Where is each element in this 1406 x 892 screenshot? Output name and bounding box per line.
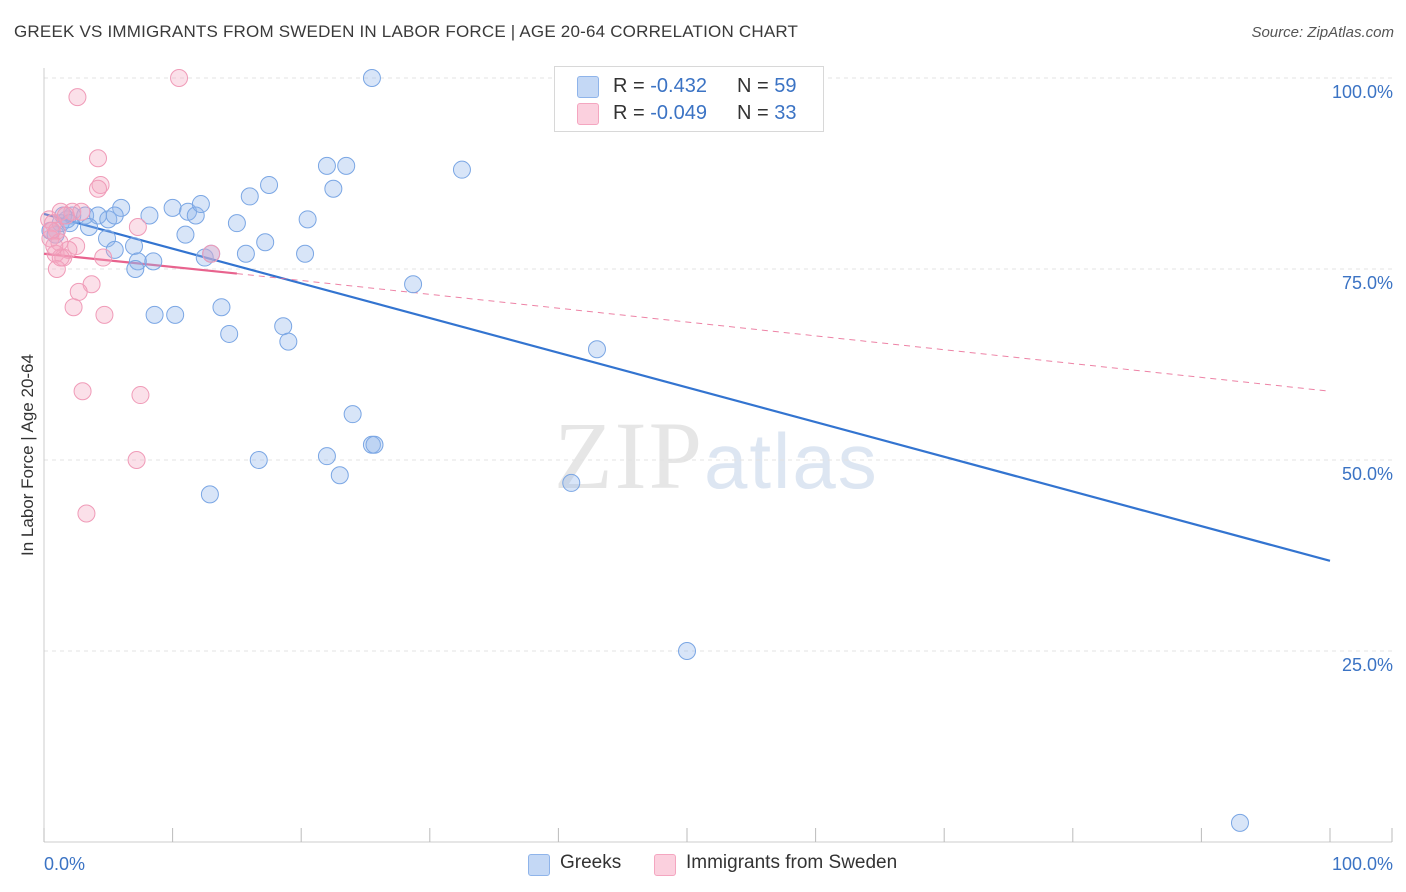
sweden-point — [47, 221, 66, 240]
source-label: Source: ZipAtlas.com — [1251, 24, 1394, 41]
sweden-point — [64, 298, 83, 317]
greeks-r-label: R = — [613, 75, 651, 97]
greeks-n-label: N = — [737, 75, 775, 97]
greeks-point — [260, 175, 279, 194]
y-tick-label: 75.0% — [1342, 273, 1393, 293]
greeks-point — [404, 275, 423, 294]
sweden-point — [170, 69, 189, 87]
greeks-point — [186, 206, 205, 225]
sweden-point — [202, 244, 221, 263]
sweden-point — [56, 206, 75, 225]
sweden-point — [51, 248, 70, 267]
greeks-point — [145, 305, 164, 324]
greeks-point — [256, 233, 275, 252]
bottom-greeks-swatch — [528, 854, 550, 876]
greeks-point — [125, 237, 144, 256]
data-points — [40, 69, 1249, 832]
sweden-point — [69, 282, 88, 301]
greeks-point — [163, 198, 182, 217]
greeks-point — [220, 324, 239, 343]
greeks-point — [678, 642, 696, 660]
greeks-point — [236, 244, 255, 263]
axes — [43, 68, 1393, 843]
y-tick-label: 50.0% — [1342, 464, 1393, 484]
greeks-point — [144, 252, 163, 271]
sweden-point — [128, 217, 147, 236]
x-tick-label: 0.0% — [44, 854, 85, 874]
bottom-sweden-label: Immigrants from Sweden — [686, 852, 898, 873]
sweden-point — [42, 221, 61, 240]
correlation-legend: R = -0.432 N = 59 R = -0.049 N = 33 — [554, 66, 824, 132]
greeks-point — [343, 405, 362, 424]
sweden-swatch — [577, 103, 599, 125]
sweden-point — [45, 237, 64, 256]
greeks-point — [337, 156, 356, 175]
greeks-point — [227, 214, 246, 233]
bottom-greeks-label: Greeks — [560, 852, 622, 873]
sweden-point — [73, 382, 92, 401]
y-tick-label: 100.0% — [1332, 82, 1393, 102]
sweden-trend-line — [236, 273, 1331, 392]
y-tick-label: 25.0% — [1342, 655, 1393, 675]
greeks-r-value: -0.432 — [650, 75, 707, 97]
greeks-point — [80, 217, 99, 236]
greeks-point — [166, 305, 185, 324]
sweden-point — [95, 305, 114, 324]
trend-lines — [43, 212, 1331, 562]
greeks-point — [105, 206, 124, 225]
sweden-r-value: -0.049 — [650, 102, 707, 124]
tick-labels: 100.0% 75.0% 50.0% 25.0% 0.0% 100.0% — [44, 82, 1393, 874]
greeks-point — [324, 179, 343, 198]
sweden-trend-line — [43, 252, 238, 275]
greeks-point — [587, 340, 606, 359]
watermark-zip: ZIP — [554, 402, 704, 509]
greeks-point — [317, 156, 336, 175]
greeks-point — [330, 466, 349, 485]
greeks-point — [452, 160, 471, 179]
greeks-trend-line — [43, 212, 1331, 562]
sweden-point — [131, 386, 150, 405]
grid-lines — [44, 77, 1392, 652]
greeks-point — [365, 435, 384, 454]
sweden-point — [72, 202, 91, 221]
sweden-point — [127, 451, 146, 469]
y-axis-label: In Labor Force | Age 20-64 — [18, 354, 37, 556]
sweden-n-value: 33 — [774, 102, 797, 124]
greeks-point — [296, 244, 315, 263]
sweden-point — [59, 240, 78, 259]
greeks-point — [317, 447, 336, 466]
greeks-point — [249, 451, 268, 469]
greeks-point — [279, 332, 298, 351]
greeks-point — [200, 485, 219, 504]
sweden-point — [68, 88, 87, 107]
sweden-point — [77, 504, 96, 523]
greeks-point — [562, 473, 581, 492]
sweden-point — [89, 149, 108, 168]
sweden-n-label: N = — [737, 102, 775, 124]
greeks-point — [176, 225, 195, 244]
greeks-point — [362, 69, 381, 87]
greeks-n-value: 59 — [774, 75, 797, 97]
greeks-swatch — [577, 76, 599, 98]
greeks-point — [1230, 813, 1249, 832]
sweden-point — [47, 260, 66, 278]
greeks-point — [126, 260, 145, 278]
greeks-point — [140, 206, 159, 225]
greeks-point — [212, 298, 231, 317]
greeks-point — [274, 317, 293, 336]
greeks-point — [112, 198, 131, 217]
bottom-sweden-swatch — [654, 854, 676, 876]
greeks-point — [240, 187, 259, 206]
greeks-point — [191, 195, 210, 214]
greeks-point — [298, 210, 317, 229]
x-tick-label: 100.0% — [1332, 854, 1393, 874]
sweden-point — [94, 248, 113, 267]
chart-title: GREEK VS IMMIGRANTS FROM SWEDEN IN LABOR… — [14, 22, 799, 41]
sweden-r-label: R = — [613, 102, 651, 124]
sweden-point — [89, 179, 108, 198]
